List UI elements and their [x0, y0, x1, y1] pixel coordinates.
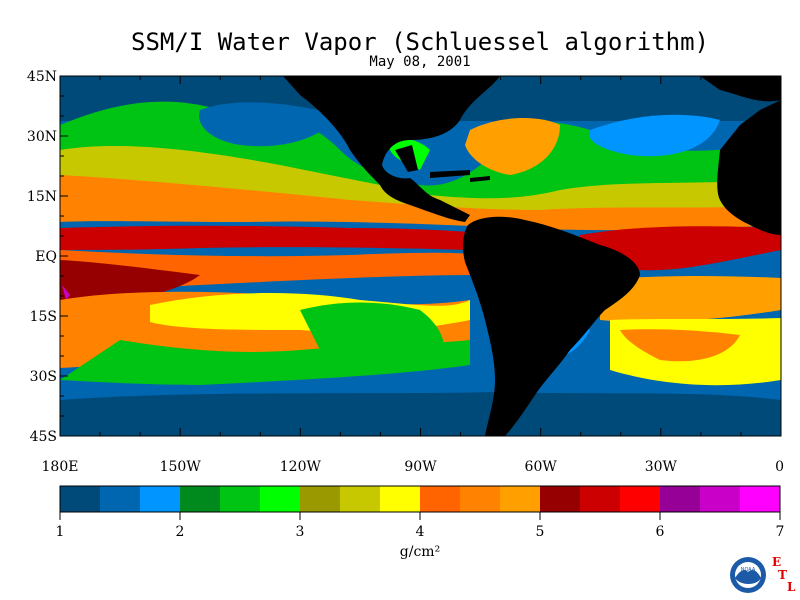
latitude-tick-label: 30N [27, 129, 57, 145]
colorbar-swatch [60, 486, 101, 512]
colorbar: 1 2 3 4 5 6 7 [56, 485, 785, 540]
colorbar-swatch [380, 486, 421, 512]
noaa-logo-text: NOAA [741, 567, 756, 573]
colorbar-unit-label: g/cm² [400, 544, 440, 560]
latitude-tick-label: 45S [30, 429, 57, 445]
map-title: SSM/I Water Vapor (Schluessel algorithm) [131, 28, 709, 56]
colorbar-swatch [140, 486, 181, 512]
colorbar-tick-label: 1 [56, 524, 65, 540]
latitude-axis: 45N 30N 15N EQ 15S 30S 45S [27, 69, 68, 445]
colorbar-swatch [340, 486, 381, 512]
map-date: May 08, 2001 [369, 54, 471, 70]
colorbar-swatch [580, 486, 621, 512]
colorbar-swatch [740, 486, 781, 512]
colorbar-swatch [100, 486, 141, 512]
etl-letter-t: T [778, 568, 787, 582]
colorbar-swatch [660, 486, 701, 512]
map-field [60, 76, 781, 436]
colorbar-swatch [180, 486, 221, 512]
longitude-tick-label: 120W [280, 459, 322, 475]
longitude-tick-label: 0 [775, 459, 784, 475]
latitude-tick-label: 30S [30, 369, 57, 385]
colorbar-swatch [500, 486, 541, 512]
longitude-tick-label: 60W [525, 459, 558, 475]
longitude-tick-label: 150W [160, 459, 202, 475]
longitude-tick-label: 90W [404, 459, 437, 475]
latitude-tick-label: EQ [35, 249, 57, 265]
colorbar-swatch [460, 486, 501, 512]
colorbar-swatch [700, 486, 741, 512]
etl-letter-e: E [772, 555, 782, 569]
longitude-axis: 180E 150W 120W 90W 60W 30W 0 [42, 76, 784, 475]
colorbar-swatch [420, 486, 461, 512]
colorbar-tick-label: 7 [776, 524, 785, 540]
colorbar-tick-label: 2 [176, 524, 185, 540]
etl-letter-l: L [787, 580, 796, 594]
longitude-tick-label: 180E [42, 459, 79, 475]
latitude-tick-label: 45N [27, 69, 57, 85]
colorbar-swatch [540, 486, 581, 512]
colorbar-tick-label: 4 [416, 524, 425, 540]
colorbar-swatch [220, 486, 261, 512]
colorbar-swatch [620, 486, 661, 512]
noaa-logo-icon: NOAA [730, 557, 766, 593]
colorbar-tick-label: 5 [536, 524, 545, 540]
landmass [283, 76, 781, 436]
latitude-tick-label: 15N [27, 189, 57, 205]
colorbar-tick-label: 6 [656, 524, 665, 540]
colorbar-tick-label: 3 [296, 524, 305, 540]
longitude-tick-label: 30W [645, 459, 678, 475]
colorbar-swatch [300, 486, 341, 512]
colorbar-swatch [260, 486, 301, 512]
latitude-tick-label: 15S [30, 309, 57, 325]
